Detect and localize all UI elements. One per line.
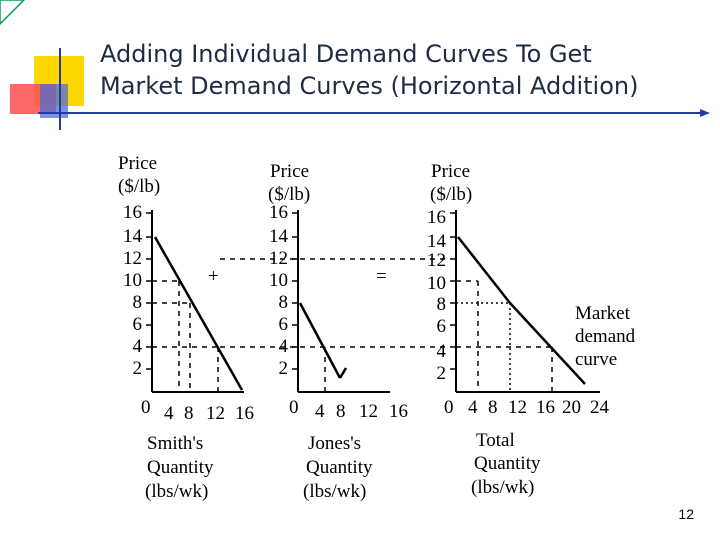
smith-y-tick: 8 — [132, 292, 143, 313]
smith-y-tick: 10 — [123, 270, 142, 291]
smith-y-tick: 14 — [123, 226, 142, 247]
jones-demand-curve — [298, 302, 342, 379]
jones-x-tick: 8 — [336, 401, 346, 422]
jones-y-tick: 10 — [269, 270, 288, 291]
connector-lines — [220, 258, 450, 348]
smith-y-tick: 4 — [132, 336, 143, 357]
jones-y-tick: 2 — [278, 358, 289, 379]
smith-x-label-3: (lbs/wk) — [145, 481, 209, 502]
market-guide-lines-dotted — [456, 302, 511, 392]
jones-y-tick: 6 — [278, 314, 289, 335]
smith-x-tick: 12 — [206, 403, 225, 424]
market-curve-label-1: Market — [575, 303, 630, 324]
jones-price-unit: ($/lb) — [268, 184, 311, 205]
jones-y-tick-marks — [292, 212, 298, 370]
market-x-tick: 12 — [508, 397, 527, 418]
market-curve-label-3: curve — [575, 349, 618, 370]
jones-y-tick: 14 — [269, 226, 288, 247]
market-x-tick: 24 — [590, 397, 609, 418]
market-price-unit: ($/lb) — [430, 184, 473, 205]
smith-y-tick: 6 — [132, 314, 143, 335]
market-price-label: Price — [431, 161, 471, 182]
market-demand-curve — [457, 236, 586, 385]
jones-x-tick: 0 — [289, 397, 299, 418]
title-line-1: Adding Individual Demand Curves To Get — [100, 40, 592, 68]
jones-curve-tick — [338, 367, 348, 379]
market-y-tick-marks — [450, 212, 456, 370]
page-number: 12 — [678, 506, 694, 522]
smith-y-tick-marks — [146, 212, 152, 370]
smith-x-tick: 4 — [164, 403, 174, 424]
smith-x-tick: 8 — [184, 403, 194, 424]
market-y-tick: 2 — [436, 363, 447, 384]
smith-price-label: Price — [118, 153, 158, 174]
market-x-tick: 0 — [444, 397, 454, 418]
jones-y-tick: 8 — [278, 292, 289, 313]
market-y-tick: 4 — [436, 341, 447, 362]
market-curve-label-2: demand — [575, 326, 636, 347]
smith-x-label-1: Smith's — [147, 433, 204, 454]
market-x-label-1: Total — [476, 430, 515, 451]
smith-y-tick: 16 — [123, 202, 142, 223]
smith-guide-lines — [152, 280, 219, 392]
market-y-tick: 16 — [427, 207, 446, 228]
market-guide-lines-dashed — [456, 280, 553, 392]
jones-x-tick: 16 — [389, 401, 408, 422]
market-x-label-3: (lbs/wk) — [471, 477, 535, 498]
jones-x-label-1: Jones's — [308, 433, 362, 454]
market-y-tick: 14 — [427, 231, 446, 252]
smith-y-tick: 12 — [123, 248, 142, 269]
market-y-tick: 8 — [436, 294, 447, 315]
jones-x-label-2: Quantity — [306, 457, 373, 478]
market-x-tick: 20 — [562, 397, 581, 418]
market-y-tick: 6 — [436, 316, 447, 337]
title-line-2: Market Demand Curves (Horizontal Additio… — [100, 72, 639, 100]
smith-x-label-2: Quantity — [147, 457, 214, 478]
jones-price-label: Price — [270, 161, 310, 182]
jones-x-tick: 4 — [315, 401, 325, 422]
market-x-tick: 16 — [536, 397, 555, 418]
smith-chart — [146, 210, 244, 393]
underline-arrow-icon — [700, 109, 710, 117]
smith-price-unit: ($/lb) — [118, 176, 161, 197]
jones-chart — [292, 210, 390, 393]
market-x-label-2: Quantity — [474, 453, 541, 474]
corner-triangle-icon — [0, 0, 26, 26]
jones-y-tick: 4 — [278, 336, 289, 357]
smith-x-tick: 0 — [141, 397, 151, 418]
market-chart — [450, 210, 600, 393]
jones-x-label-3: (lbs/wk) — [303, 481, 367, 502]
smith-demand-curve — [153, 236, 244, 391]
market-x-tick: 4 — [468, 397, 478, 418]
market-y-tick: 12 — [427, 250, 446, 271]
market-y-tick: 10 — [427, 273, 446, 294]
market-x-tick: 8 — [488, 397, 498, 418]
jones-x-tick: 12 — [359, 401, 378, 422]
slide-title: Adding Individual Demand Curves To Get M… — [100, 38, 700, 102]
smith-x-tick: 16 — [235, 403, 254, 424]
jones-y-tick: 16 — [269, 202, 288, 223]
smith-y-tick: 2 — [132, 358, 143, 379]
equals-operator: = — [376, 266, 387, 287]
plus-operator: + — [208, 266, 219, 287]
jones-y-tick: 12 — [269, 248, 288, 269]
